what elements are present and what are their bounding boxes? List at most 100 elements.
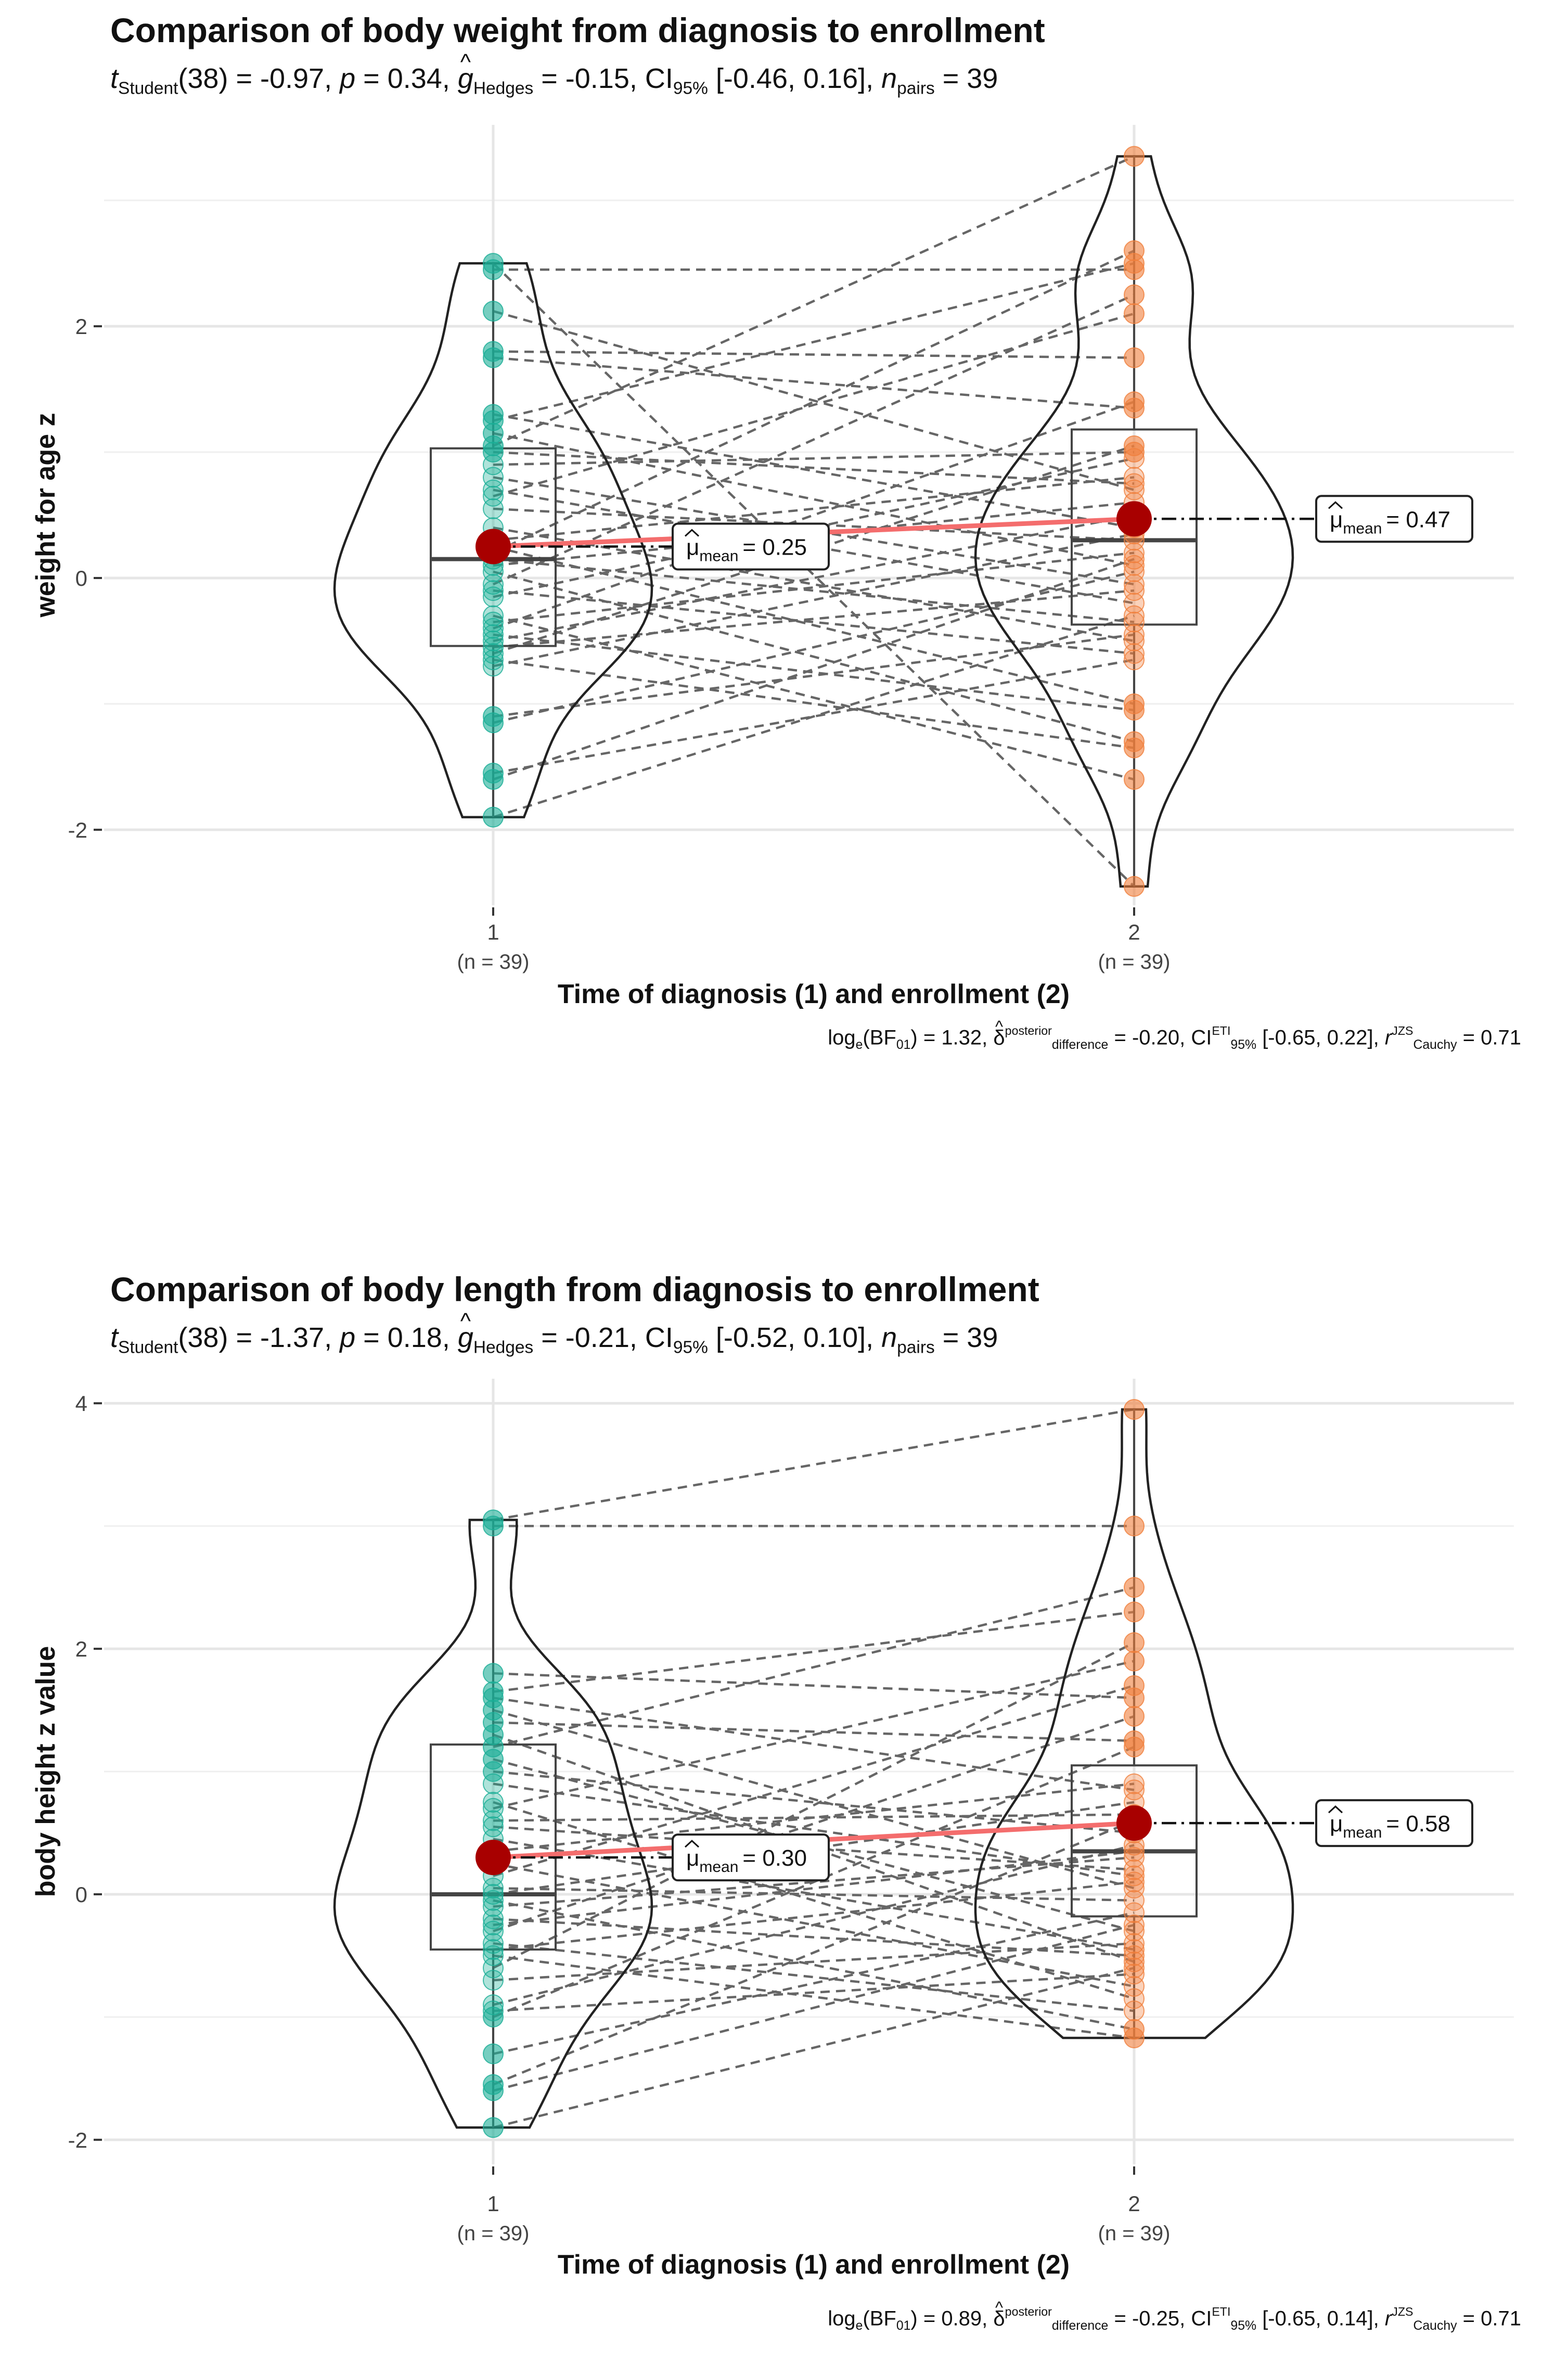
mean-label-mu: μ (686, 1845, 699, 1871)
data-point (1124, 574, 1145, 595)
data-point (483, 624, 504, 645)
data-point (483, 618, 504, 639)
data-point (1124, 769, 1145, 790)
y-tick-label: 2 (75, 314, 87, 339)
x-n-label: (n = 39) (1098, 951, 1171, 973)
mean-label-mu: μ (1330, 507, 1343, 532)
data-point (1124, 479, 1145, 501)
data-point (1124, 1601, 1145, 1623)
y-tick-label: -2 (68, 818, 87, 842)
pair-line (493, 570, 1135, 743)
data-point (1124, 1841, 1145, 1862)
data-point (483, 1791, 504, 1813)
pair-line (493, 1611, 1135, 1693)
data-point (483, 806, 504, 828)
mean-label-box (1315, 1799, 1473, 1847)
data-point (1124, 1902, 1145, 1923)
data-point (483, 479, 504, 501)
data-point (1124, 1890, 1145, 1911)
data-point (1124, 542, 1145, 563)
pair-line (493, 401, 1135, 630)
mean-label-hat (684, 1840, 700, 1848)
mean-label-mu: μ (686, 534, 699, 560)
length-violin-plot: -2 0 2 4 body height z value 1 (n = 39) 2 (n = 3… (31, 1379, 1514, 2280)
data-point (483, 2006, 504, 2028)
data-point (1124, 1975, 1145, 1997)
mean-label-hat (684, 529, 700, 537)
data-point (1124, 649, 1145, 671)
pair-line (493, 633, 1135, 718)
data-point (483, 1816, 504, 1838)
data-point (483, 580, 504, 601)
length-chart-panel: Comparison of body length from diagnosis… (0, 1259, 1568, 2361)
x-tick-label: 1 (487, 2191, 499, 2216)
pair-line (493, 1715, 1135, 1932)
data-point (1124, 303, 1145, 324)
mean-label-hat (1328, 1805, 1343, 1814)
y-tick-label: 0 (75, 1882, 87, 1907)
data-point (1124, 146, 1145, 167)
data-point (483, 485, 504, 507)
pair-line (493, 614, 1135, 781)
data-point (1124, 1705, 1145, 1727)
data-point (1124, 2027, 1145, 2048)
data-point (483, 574, 504, 595)
data-point (483, 656, 504, 677)
pair-line (493, 451, 1135, 466)
data-point (483, 2080, 504, 2101)
mean-label-sub: mean (699, 547, 738, 564)
pair-line (493, 1684, 1135, 1877)
violin-outline (974, 1408, 1294, 2039)
data-point (1124, 442, 1145, 463)
data-point (1124, 1859, 1145, 1880)
data-point (1124, 1779, 1145, 1801)
data-point (1124, 1871, 1145, 1893)
chart-subtitle: tStudent(38) = -0.97, p = 0.34, ^ gHedges… (110, 50, 998, 98)
x-tick-label: 2 (1128, 920, 1140, 944)
data-point (1124, 1632, 1145, 1653)
data-point (1124, 473, 1145, 494)
pair-line (493, 1911, 1135, 2055)
data-point (483, 611, 504, 633)
data-point (1124, 259, 1145, 280)
data-point (483, 1908, 504, 1930)
pair-line (493, 1844, 1135, 2006)
pair-line (493, 249, 1135, 554)
data-point (483, 1957, 504, 1979)
x-tick-label: 1 (487, 920, 499, 944)
data-point (1124, 1516, 1145, 1537)
pair-line (493, 633, 1135, 712)
mean-label-sub: mean (1343, 1824, 1382, 1841)
data-point (1124, 1933, 1145, 1954)
pair-line (493, 1973, 1135, 2012)
data-point (483, 259, 504, 280)
mean-label: μmean = 0.30 (686, 1845, 807, 1876)
mean-label: μmean = 0.47 (1330, 507, 1450, 537)
x-n-label: (n = 39) (457, 951, 530, 973)
data-point (483, 301, 504, 322)
data-point (483, 769, 504, 790)
violin-outline (974, 155, 1294, 888)
mean-label-box (1315, 495, 1473, 543)
data-point (483, 1914, 504, 1935)
mean-label-mu: μ (1330, 1811, 1343, 1837)
data-point (483, 1773, 504, 1794)
data-point (483, 1761, 504, 1782)
pair-line (493, 1942, 1135, 1982)
data-point (483, 2117, 504, 2138)
data-point (1124, 2000, 1145, 2022)
pair-line (493, 1697, 1135, 1791)
data-point (1124, 1939, 1145, 1960)
data-point (1124, 1398, 1145, 1420)
mean-label-sub: mean (1343, 520, 1382, 537)
chart-footer: loge(BF01) = 1.32, ^ δposteriordifference… (828, 1017, 1521, 1053)
pair-line (493, 1967, 1135, 2129)
pair-line (493, 558, 1135, 781)
data-point (1124, 448, 1145, 469)
weight-violin-plot: -2 0 2 weight for age z 1 (n = 39) 2 (n = 39) Ti… (31, 125, 1514, 1009)
mean-label-box (672, 522, 830, 571)
pair-line (493, 1899, 1135, 2031)
y-tick-label: -2 (68, 2128, 87, 2152)
pair-line (493, 1586, 1135, 1748)
mean-point (1116, 501, 1152, 537)
